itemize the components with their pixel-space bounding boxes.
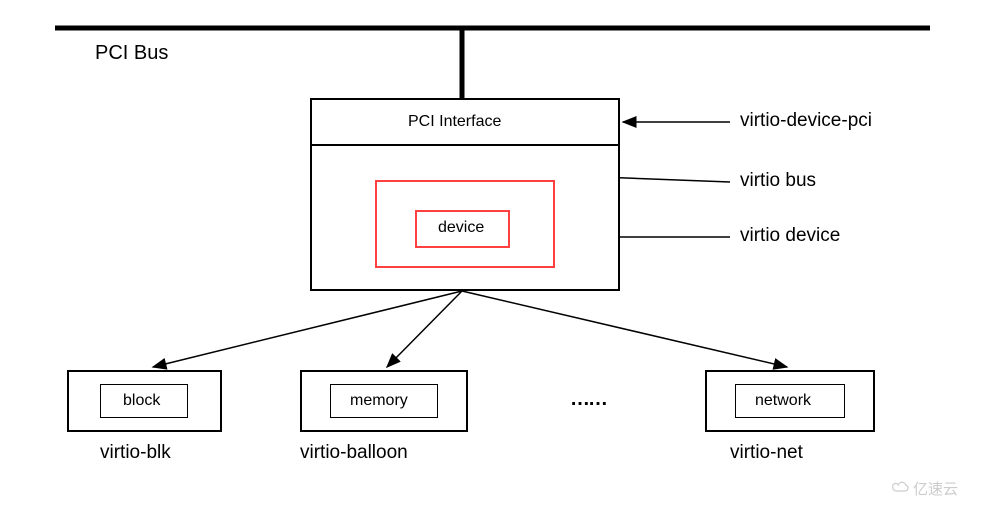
impl-memory-label: memory	[350, 392, 408, 410]
arrow-to-network	[462, 291, 787, 367]
arrow-to-block	[153, 291, 462, 367]
annotation-virtio-device-pci: virtio-device-pci	[740, 110, 872, 132]
watermark-text: 亿速云	[913, 478, 958, 499]
watermark: 亿速云	[890, 478, 958, 499]
device-label: device	[438, 219, 484, 237]
impl-network-bottom: virtio-net	[730, 442, 803, 464]
impl-memory-bottom: virtio-balloon	[300, 442, 408, 464]
annotation-virtio-bus: virtio bus	[740, 170, 816, 192]
ellipsis-label: ……	[570, 388, 606, 411]
annotation-virtio-device: virtio device	[740, 225, 840, 247]
impl-network-label: network	[755, 392, 811, 410]
impl-block-label: block	[123, 392, 160, 410]
pci-interface-label: PCI Interface	[408, 113, 501, 131]
pci-bus-label: PCI Bus	[95, 42, 168, 65]
impl-block-bottom: virtio-blk	[100, 442, 171, 464]
cloud-icon	[890, 480, 910, 498]
arrow-to-memory	[387, 291, 462, 367]
